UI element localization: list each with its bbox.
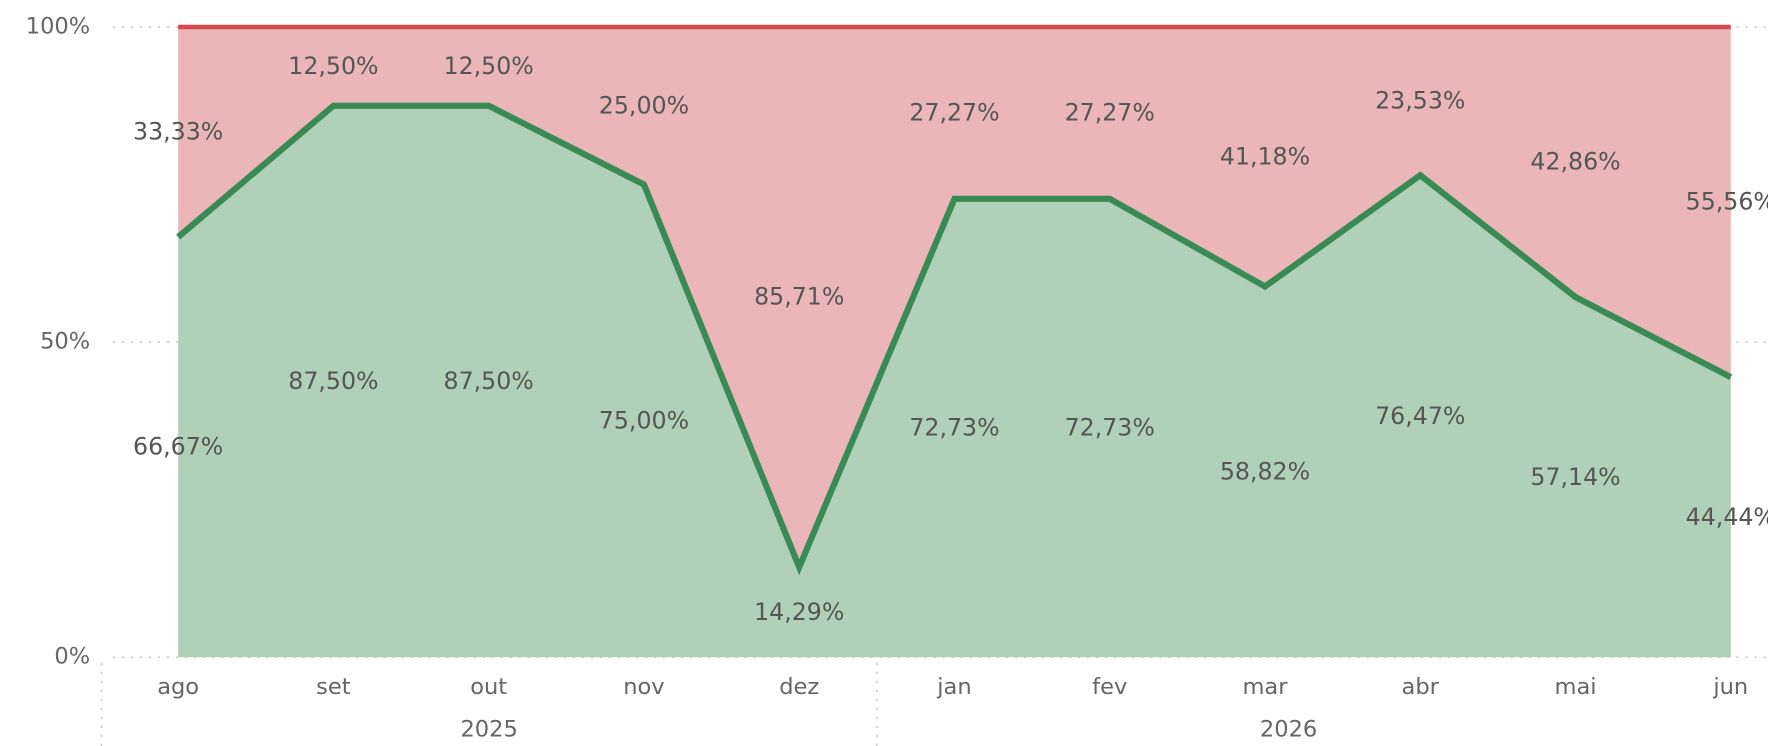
data-label: 44,44% bbox=[1686, 503, 1768, 531]
data-label: 41,18% bbox=[1220, 142, 1310, 170]
x-tick-label: set bbox=[316, 674, 351, 700]
x-tick-label: mar bbox=[1242, 674, 1288, 700]
x-tick-label: abr bbox=[1402, 674, 1440, 700]
data-label: 12,50% bbox=[288, 52, 378, 80]
data-label: 14,29% bbox=[754, 598, 844, 626]
data-label: 58,82% bbox=[1220, 458, 1310, 486]
data-label: 42,86% bbox=[1530, 148, 1620, 176]
area bbox=[178, 105, 1731, 658]
x-tick-label: out bbox=[470, 674, 507, 700]
x-group-label: 2026 bbox=[1260, 717, 1317, 743]
data-label: 72,73% bbox=[909, 414, 999, 442]
x-tick-label: jun bbox=[1712, 674, 1748, 700]
data-label: 23,53% bbox=[1375, 87, 1465, 115]
x-tick-label: nov bbox=[623, 674, 664, 700]
data-label: 27,27% bbox=[909, 99, 999, 127]
data-label: 27,27% bbox=[1065, 99, 1155, 127]
line bbox=[176, 102, 1733, 576]
data-label: 57,14% bbox=[1530, 463, 1620, 491]
data-label: 87,50% bbox=[444, 367, 534, 395]
data-label: 55,56% bbox=[1686, 188, 1768, 216]
data-label: 33,33% bbox=[133, 118, 223, 146]
y-tick-label: 50% bbox=[40, 329, 90, 355]
data-label: 87,50% bbox=[288, 367, 378, 395]
data-label: 66,67% bbox=[133, 433, 223, 461]
data-label: 72,73% bbox=[1065, 414, 1155, 442]
data-label: 12,50% bbox=[444, 52, 534, 80]
data-label: 85,71% bbox=[754, 283, 844, 311]
data-label: 25,00% bbox=[599, 91, 689, 119]
area bbox=[178, 26, 1731, 568]
x-tick-label: dez bbox=[779, 674, 819, 700]
x-group-label: 2025 bbox=[460, 717, 517, 743]
y-tick-label: 100% bbox=[26, 13, 90, 39]
x-tick-label: fev bbox=[1092, 674, 1127, 700]
x-tick-label: ago bbox=[157, 674, 199, 700]
x-tick-label: jan bbox=[936, 674, 971, 700]
data-label: 76,47% bbox=[1375, 402, 1465, 430]
y-tick-label: 0% bbox=[54, 644, 90, 670]
x-tick-label: mai bbox=[1555, 674, 1597, 700]
data-label: 75,00% bbox=[599, 407, 689, 435]
